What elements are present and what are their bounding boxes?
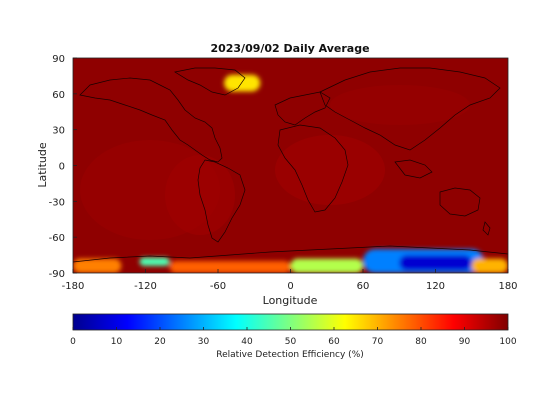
heatmap-regions <box>73 74 508 273</box>
antarctica-outline <box>73 245 508 263</box>
colorbar-tick-label: 50 <box>285 337 297 347</box>
y-axis-ticks: 90 60 30 0 -30 -60 -90 <box>49 54 77 280</box>
x-axis-label: Longitude <box>263 294 318 307</box>
greenland-outline <box>174 67 246 96</box>
colorbar-tick-label: 20 <box>154 337 166 347</box>
y-axis-label: Latitude <box>36 142 49 188</box>
asia-shade <box>330 85 470 125</box>
colorbar-tick-label: 40 <box>241 337 253 347</box>
x-tick-label: 60 <box>357 281 370 292</box>
colorbar-tick-label: 90 <box>459 337 471 347</box>
pacific-shade <box>80 140 220 240</box>
x-tick-label: -60 <box>210 281 226 292</box>
y-tick-label: -30 <box>49 197 65 208</box>
asia-outline <box>319 67 501 151</box>
x-tick-label: -120 <box>134 281 157 292</box>
indonesia-outline <box>394 159 433 179</box>
y-tick-label: 60 <box>52 90 65 101</box>
x-tick-label: 180 <box>498 281 517 292</box>
map-title: 2023/09/02 Daily Average <box>210 42 369 55</box>
heatmap-region <box>224 74 261 92</box>
colorbar-tick-label: 100 <box>499 337 516 347</box>
y-tick-label: 30 <box>52 126 65 137</box>
y-tick-label: 90 <box>52 54 65 65</box>
colorbar-tick-label: 80 <box>415 337 427 347</box>
heatmap-region <box>471 258 508 273</box>
map-plot-area <box>73 58 508 273</box>
coastlines <box>73 67 508 263</box>
heatmap-region <box>290 258 363 273</box>
heatmap-region <box>169 261 291 273</box>
colorbar-ticks: 0 10 20 30 40 50 60 70 80 90 100 <box>70 327 517 347</box>
colorbar-tick-label: 70 <box>372 337 384 347</box>
colorbar-label: Relative Detection Efficiency (%) <box>216 350 364 360</box>
colorbar-tick-label: 60 <box>328 337 340 347</box>
heatmap-region <box>399 255 472 271</box>
europe-outline <box>274 91 331 126</box>
y-tick-label: -90 <box>49 269 65 280</box>
colorbar-tick-label: 0 <box>70 337 76 347</box>
y-tick-label: 0 <box>59 162 65 173</box>
colorbar-tick-label: 30 <box>198 337 210 347</box>
x-axis-ticks: -180 -120 -60 0 60 120 180 <box>62 269 518 292</box>
x-tick-label: 0 <box>287 281 293 292</box>
africa-shade <box>275 135 385 205</box>
x-tick-label: -180 <box>62 281 85 292</box>
new-zealand-outline <box>482 221 491 236</box>
africa-outline <box>277 124 349 213</box>
south-america-outline <box>197 159 246 243</box>
colorbar-tick-label: 10 <box>111 337 123 347</box>
north-america-outline <box>79 77 223 163</box>
heatmap-region <box>73 258 122 273</box>
x-tick-label: 120 <box>426 281 445 292</box>
australia-outline <box>439 187 481 217</box>
y-tick-label: -60 <box>49 233 65 244</box>
heatmap-region <box>139 257 170 266</box>
